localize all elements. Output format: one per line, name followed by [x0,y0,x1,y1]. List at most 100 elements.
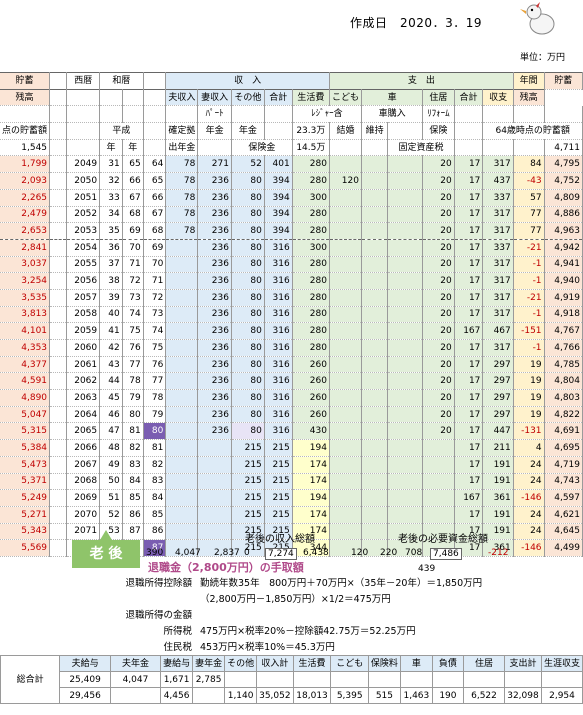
table-cell: 4,890 [0,389,51,407]
table-cell: 2069 [66,489,101,507]
table-cell: 215 [264,506,293,524]
table-cell: 317 [482,222,514,240]
table-cell: 80 [143,422,167,441]
grand-total-header: 負債 [431,655,465,672]
table-cell: 77 [513,222,545,240]
grand-total-header: 収入計 [256,655,294,672]
table-cell [165,389,199,407]
table-cell: 4,766 [544,339,583,357]
table-cell [165,339,199,357]
table-row: 5,271 2070 52 86 85 215 215 174 17 191 24 4,621 [0,506,583,524]
table-cell: 4,940 [544,272,583,290]
summary-value: -212 [488,548,509,558]
table-cell: 24 [513,506,545,524]
table-cell: 2056 [66,272,101,290]
date-label: 作成日 2020．3．19 [350,16,482,30]
table-cell [387,372,424,391]
title-bar: 作成日 2020．3．19 [0,0,583,36]
table-cell: 280 [292,206,330,224]
table-cell: 4,591 [0,372,51,391]
table-cell [387,389,424,407]
table-cell [49,372,68,391]
table-cell: 401 [264,155,293,174]
table-cell [361,473,389,491]
table-cell [387,489,424,507]
table-cell [361,406,389,424]
table-cell: 20 [422,222,455,240]
grand-total-header: その他 [224,655,258,672]
table-cell [329,239,362,257]
table-cell: -1 [513,339,545,357]
table-cell: 236 [197,256,232,274]
table-cell: 78 [165,172,199,190]
table-cell: 17 [454,372,484,391]
tax-line: （2,800万円－1,850万円）×1/2＝475万円 [100,592,580,608]
table-cell: 78 [122,372,144,391]
table-cell [387,422,424,441]
tax-line-label: 所得税 [163,626,192,637]
table-cell: 45 [99,389,123,407]
child-header: こども [329,88,362,107]
table-cell: 82 [143,456,167,474]
table-cell [387,222,424,240]
grand-total-header: 妻給与 [160,655,194,672]
table-cell: 67 [122,189,144,207]
table-cell: 4 [513,439,545,457]
table-cell: 72 [122,272,144,290]
table-cell [329,439,362,457]
table-cell: 4,767 [544,322,583,340]
table-cell: 260 [292,356,330,374]
table-cell [165,256,199,274]
table-cell: 4,691 [544,422,583,441]
table-cell: 300 [292,189,330,207]
table-cell [329,222,362,240]
table-cell: 78 [165,206,199,224]
table-cell: 361 [482,489,514,507]
seireki-header: 西暦 [66,72,101,90]
table-cell: 236 [197,189,232,207]
table-cell: 297 [482,406,514,424]
table-cell [165,372,199,391]
table-cell [49,456,68,474]
table-row: 4,377 2061 43 77 76 236 80 316 260 20 17 297 19 4,785 [0,356,583,374]
table-cell [329,289,362,307]
table-cell: 80 [231,422,265,441]
table-cell [387,456,424,474]
table-cell [422,523,455,541]
table-cell: -21 [513,289,545,307]
table-cell: 3,535 [0,289,51,307]
table-cell: 36 [99,239,123,257]
table-cell [165,489,199,507]
table-cell: 4,695 [544,439,583,457]
table-cell [361,422,389,441]
table-cell: 4,963 [544,222,583,240]
table-cell: 191 [482,473,514,491]
table-cell: 215 [231,539,265,557]
savings-header: 貯蓄 [544,72,583,90]
table-cell [422,489,455,507]
table-cell: 85 [143,506,167,524]
table-cell [422,473,455,491]
table-cell: 316 [264,239,293,257]
table-cell [361,523,389,541]
table-cell: 2062 [66,372,101,391]
table-cell: 2,093 [0,172,51,190]
table-cell: 2070 [66,506,101,524]
table-cell: 74 [122,306,144,324]
table-cell: 280 [292,339,330,357]
table-cell: 17 [454,422,484,441]
table-cell: 260 [292,372,330,391]
table-cell: 3,813 [0,306,51,324]
table-cell: 4,942 [544,239,583,257]
table-cell [387,206,424,224]
table-row: 5,384 2066 48 82 81 215 215 194 17 211 4 4,695 [0,439,583,457]
table-cell [165,506,199,524]
table-row: 2,841 2054 36 70 69 236 80 316 300 20 17 337 -21 4,94… [0,239,583,257]
table-cell: 236 [197,322,232,340]
table-cell: 82 [122,439,144,457]
table-cell: 174 [292,523,330,541]
table-cell: 337 [482,189,514,207]
table-row: 3,254 2056 38 72 71 236 80 316 280 20 17 317 -1 4,940 [0,272,583,290]
table-cell [361,539,389,557]
table-cell: 20 [422,356,455,374]
